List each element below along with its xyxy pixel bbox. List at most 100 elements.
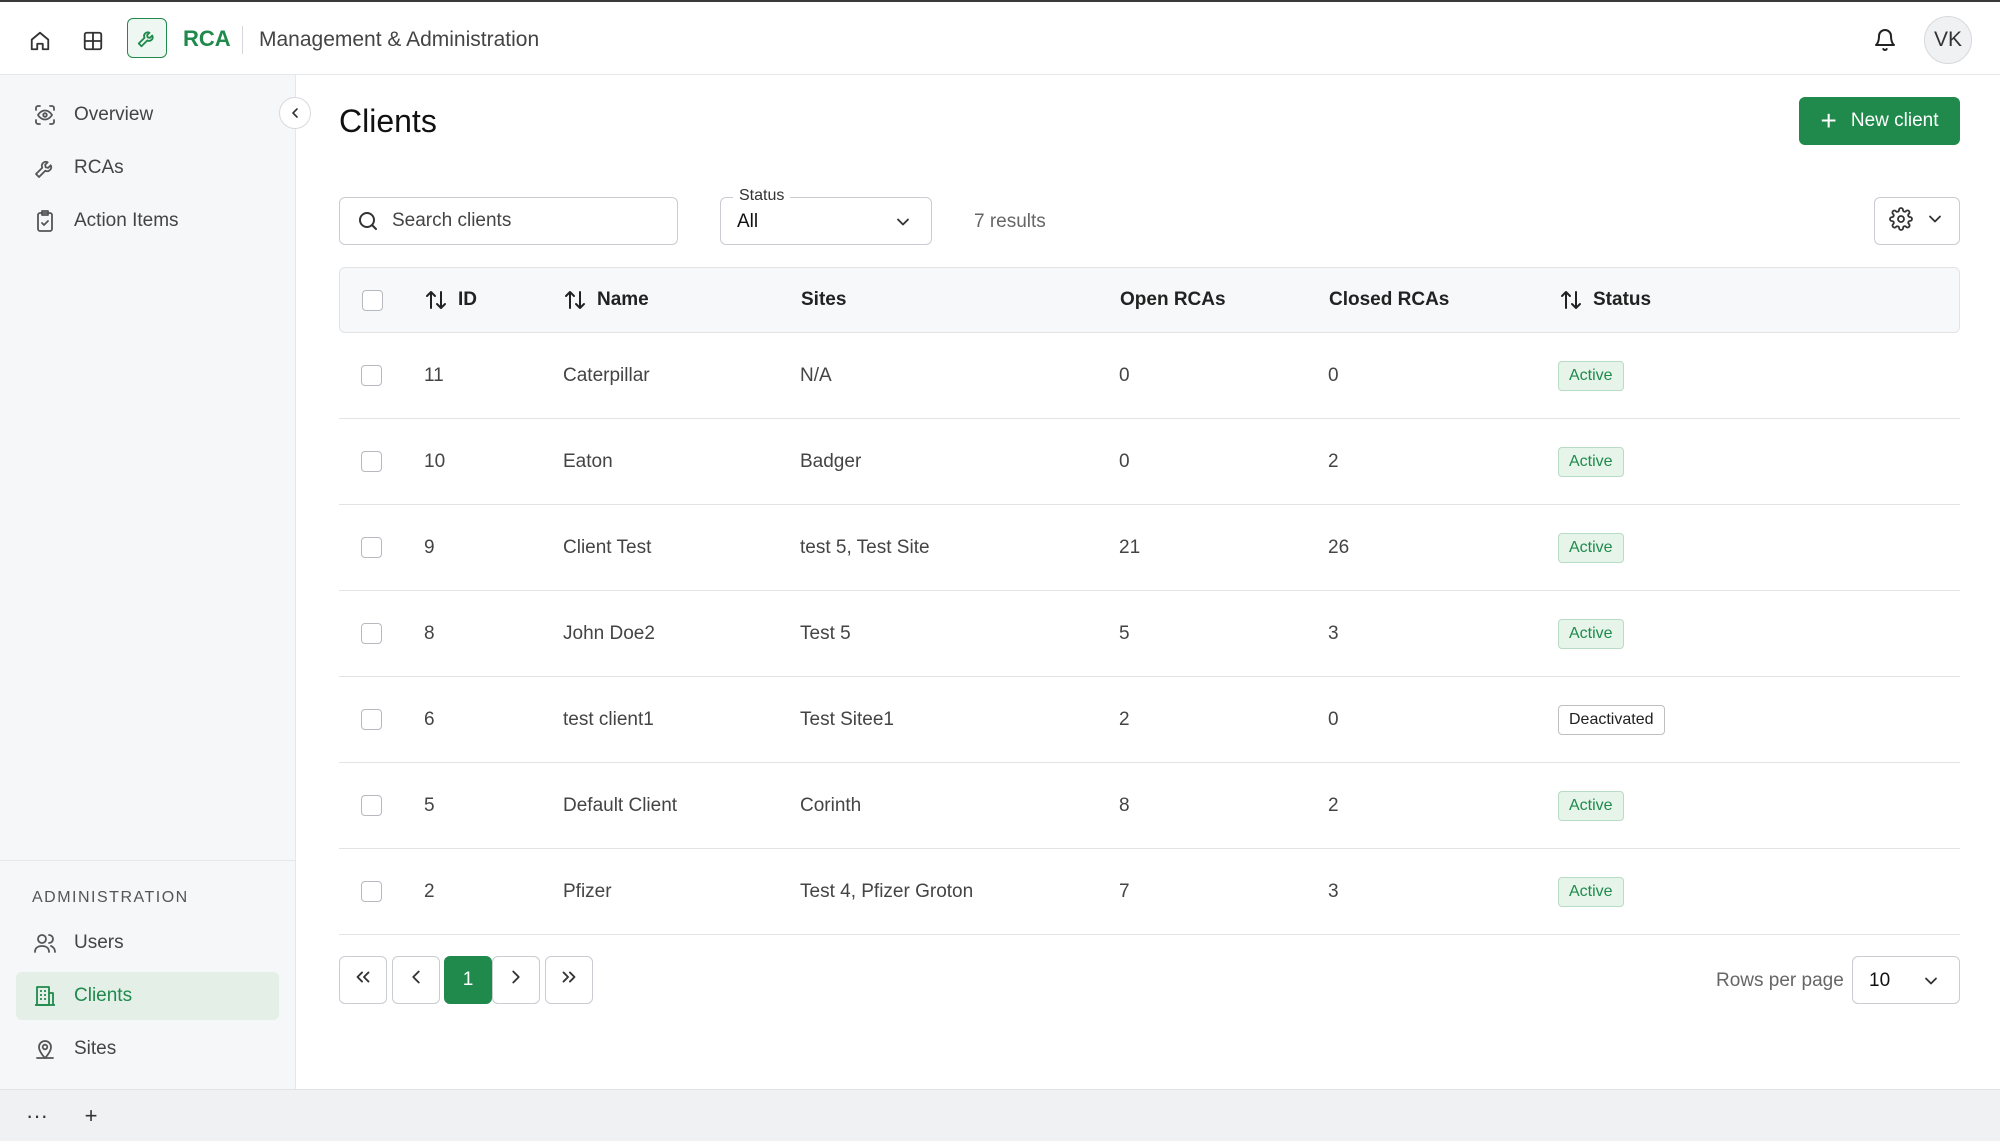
cell-name: John Doe2 [563,622,655,644]
rows-per-page-select[interactable]: 10 [1852,956,1960,1004]
app-name[interactable]: RCA [183,26,231,51]
table-row[interactable]: 11 Caterpillar N/A 0 0 Active [339,333,1960,419]
cell-open-rcas: 21 [1119,536,1141,558]
search-box[interactable] [339,197,678,245]
sidebar-item-label: Overview [74,104,154,125]
table-header: ID Name Sites Open RCAs Closed RCAs Stat… [339,267,1960,333]
cell-id: 6 [424,708,435,730]
row-checkbox[interactable] [361,709,382,730]
row-checkbox[interactable] [361,881,382,902]
location-icon [32,1036,58,1062]
sidebar-item-label: Sites [74,1038,117,1059]
gear-icon [1889,206,1913,236]
last-page-button[interactable] [545,956,593,1004]
column-label: Sites [801,289,847,310]
column-header-sites: Sites [801,268,846,332]
sidebar-item-users[interactable]: Users [16,919,279,967]
cell-name: Eaton [563,450,613,472]
cell-id: 9 [424,536,435,558]
column-header-status[interactable]: Status [1559,268,1651,332]
sidebar-item-clients[interactable]: Clients [16,972,279,1020]
row-checkbox[interactable] [361,365,382,386]
cell-closed-rcas: 2 [1328,794,1339,816]
cell-name: test client1 [563,708,654,730]
chevron-down-icon [1925,209,1945,234]
table-row[interactable]: 8 John Doe2 Test 5 5 3 Active [339,591,1960,677]
cell-sites: Test Sitee1 [800,708,894,730]
status-select[interactable]: Status All [720,187,932,245]
previous-page-button[interactable] [392,956,440,1004]
top-bar: RCA Management & Administration VK [0,0,2000,75]
new-client-button[interactable]: + New client [1799,97,1960,145]
sidebar-item-label: Action Items [74,210,179,231]
status-badge: Active [1558,790,1624,821]
table-row[interactable]: 6 test client1 Test Sitee1 2 0 Deactivat… [339,677,1960,763]
next-page-button[interactable] [492,956,540,1004]
cell-closed-rcas: 2 [1328,450,1339,472]
clients-table: ID Name Sites Open RCAs Closed RCAs Stat… [339,267,1960,935]
first-page-button[interactable] [339,956,387,1004]
search-input[interactable] [392,210,652,232]
table-row[interactable]: 9 Client Test test 5, Test Site 21 26 Ac… [339,505,1960,591]
add-icon[interactable]: + [84,1103,98,1128]
new-client-label: New client [1850,110,1939,131]
collapse-sidebar-chevron-left-icon[interactable] [279,97,311,129]
bell-icon[interactable] [1866,21,1904,59]
column-header-id[interactable]: ID [424,268,477,332]
cell-id: 8 [424,622,435,644]
status-badge: Deactivated [1558,704,1665,735]
cell-sites: N/A [800,364,832,386]
cell-name: Pfizer [563,880,612,902]
row-checkbox[interactable] [361,537,382,558]
more-icon[interactable]: ··· [26,1103,48,1128]
plus-icon: + [1820,105,1837,136]
cell-name: Default Client [563,794,678,816]
status-badge: Active [1558,876,1624,907]
sidebar-item-rcas[interactable]: RCAs [16,144,279,192]
chevrons-left-icon [352,966,374,994]
status-badge: Active [1558,360,1624,391]
avatar[interactable]: VK [1924,16,1972,64]
cell-id: 5 [424,794,435,816]
grid-icon[interactable] [74,22,112,60]
select-all-checkbox[interactable] [362,289,383,311]
page-button-current[interactable]: 1 [444,956,492,1004]
status-badge: Active [1558,446,1624,477]
sidebar-item-label: Users [74,932,124,953]
building-icon [32,983,58,1009]
table-row[interactable]: 10 Eaton Badger 0 2 Active [339,419,1960,505]
cell-sites: test 5, Test Site [800,536,930,558]
app-logo-wrench-icon[interactable] [127,18,167,58]
chevron-down-icon [1921,971,1941,996]
table-row[interactable]: 2 Pfizer Test 4, Pfizer Groton 7 3 Activ… [339,849,1960,935]
cell-closed-rcas: 0 [1328,364,1339,386]
overview-icon [32,102,58,128]
cell-closed-rcas: 0 [1328,708,1339,730]
rows-per-page-label: Rows per page [1716,970,1844,991]
column-label: ID [458,289,477,310]
column-settings-button[interactable] [1874,197,1960,245]
clipboard-check-icon [32,208,58,234]
users-icon [32,930,58,956]
cell-open-rcas: 5 [1119,622,1130,644]
home-icon[interactable] [21,22,59,60]
chevron-left-icon [405,966,427,994]
table-row[interactable]: 5 Default Client Corinth 8 2 Active [339,763,1960,849]
cell-id: 11 [424,364,444,386]
chevron-down-icon [893,212,913,237]
cell-closed-rcas: 3 [1328,880,1339,902]
wrench-icon [32,155,58,181]
sidebar-item-sites[interactable]: Sites [16,1025,279,1073]
column-header-name[interactable]: Name [563,268,649,332]
row-checkbox[interactable] [361,451,382,472]
cell-name: Client Test [563,536,652,558]
row-checkbox[interactable] [361,795,382,816]
bottom-bar: ··· + [0,1089,2000,1141]
sidebar-item-action-items[interactable]: Action Items [16,197,279,245]
results-count: 7 results [974,211,1046,232]
search-icon [356,208,382,234]
row-checkbox[interactable] [361,623,382,644]
cell-sites: Test 5 [800,622,851,644]
column-label: Name [597,289,649,310]
sidebar-item-overview[interactable]: Overview [16,91,279,139]
